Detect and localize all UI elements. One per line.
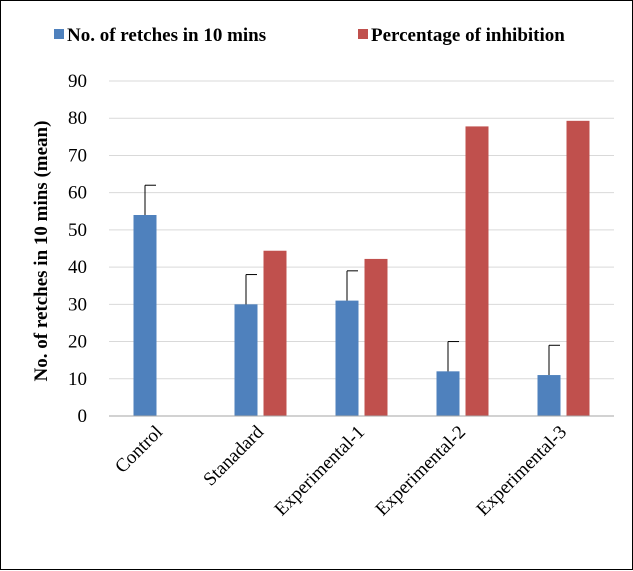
x-tick-labels: Control Stanadard Experimental-1 Experiment… xyxy=(111,421,571,520)
y-tick-label: 20 xyxy=(68,332,87,353)
x-tick-label: Experimental-2 xyxy=(372,422,470,520)
y-tick-label: 40 xyxy=(68,257,87,278)
bar-inhibition xyxy=(263,250,287,416)
x-tick-label: Experimental-1 xyxy=(271,422,369,520)
bar-retches xyxy=(436,371,460,416)
bar-inhibition xyxy=(465,126,489,417)
bar-inhibition xyxy=(566,120,590,417)
x-tick-label: Experimental-3 xyxy=(473,422,571,520)
error-bars xyxy=(144,184,560,376)
x-tick-label: Stanadard xyxy=(199,421,268,490)
legend: No. of retches in 10 mins Percentage of i… xyxy=(54,25,565,46)
bar-retches xyxy=(133,215,157,416)
bars xyxy=(133,120,590,417)
legend-label: Percentage of inhibition xyxy=(371,25,565,46)
y-tick-label: 30 xyxy=(68,294,87,315)
y-tick-label: 70 xyxy=(68,145,87,166)
bar-retches xyxy=(537,375,561,416)
y-tick-label: 90 xyxy=(68,71,87,92)
y-axis-label: No. of retches in 10 mins (mean) xyxy=(31,121,52,382)
legend-swatch xyxy=(358,29,368,39)
y-tick-label: 0 xyxy=(78,406,88,427)
y-tick-label: 10 xyxy=(68,369,87,390)
bar-retches xyxy=(234,304,258,416)
bar-inhibition xyxy=(364,258,388,416)
y-tick-label: 60 xyxy=(68,183,87,204)
legend-label: No. of retches in 10 mins xyxy=(67,25,266,46)
y-tick-label: 80 xyxy=(68,108,87,129)
y-tick-label: 50 xyxy=(68,220,87,241)
gridlines xyxy=(109,80,614,380)
legend-swatch xyxy=(54,29,64,39)
y-tick-labels: 0 10 20 30 40 50 60 70 80 90 xyxy=(68,71,87,427)
x-tick-label: Control xyxy=(111,422,167,478)
bar-retches xyxy=(335,300,359,416)
